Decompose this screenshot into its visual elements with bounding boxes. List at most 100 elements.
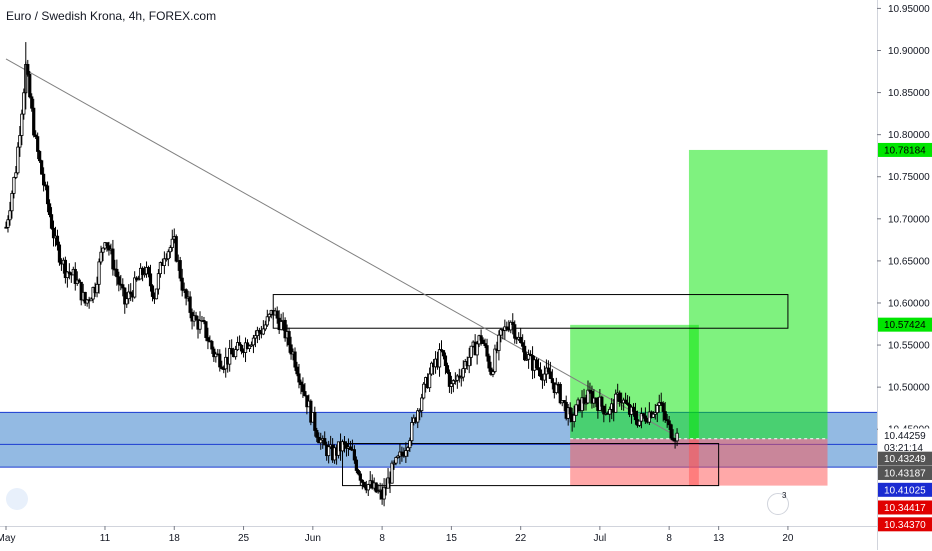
- candle-body: [162, 258, 166, 266]
- candle-body: [91, 287, 95, 300]
- candle-body: [457, 375, 461, 378]
- candle-body: [437, 349, 442, 368]
- candle-body: [534, 359, 539, 369]
- candle-body: [97, 261, 101, 285]
- price-tick-label: 10.50000: [888, 383, 930, 394]
- candle-body: [251, 337, 256, 346]
- candle-body: [283, 319, 287, 339]
- candle-body: [594, 397, 598, 404]
- candle-body: [117, 276, 121, 285]
- candle-body: [483, 343, 487, 347]
- candle-body: [257, 329, 261, 333]
- price-tick-label: 10.90000: [888, 46, 930, 57]
- candle-body: [129, 291, 133, 295]
- candle-body: [625, 402, 630, 405]
- candle-body: [562, 400, 566, 403]
- candle-body: [661, 403, 665, 412]
- candle-body: [657, 402, 661, 406]
- candle-body: [588, 389, 592, 392]
- candle-body: [168, 247, 172, 253]
- candle-body: [406, 447, 410, 451]
- candle-body: [572, 414, 576, 423]
- candle-body: [459, 376, 463, 379]
- candle-body: [497, 334, 501, 351]
- candle-body: [633, 410, 638, 421]
- candle-body: [410, 422, 414, 442]
- candle-body: [528, 354, 533, 356]
- candle-body: [582, 397, 586, 404]
- price-tag: [878, 482, 932, 497]
- candle-body: [295, 366, 299, 375]
- candle-body: [247, 345, 252, 350]
- candle-body: [665, 419, 669, 422]
- price-tick-label: 10.80000: [888, 130, 930, 141]
- candle-body: [509, 321, 513, 331]
- candle-body: [198, 320, 202, 330]
- price-tick-label: 10.70000: [888, 214, 930, 225]
- candle-body: [22, 92, 26, 115]
- candle-body: [170, 238, 174, 248]
- candle-body: [396, 455, 400, 458]
- candle-body: [83, 291, 87, 304]
- candle-body: [374, 482, 378, 493]
- time-tick-label: 11: [100, 533, 111, 544]
- candle-body: [30, 96, 34, 109]
- candle-body: [511, 321, 515, 326]
- candle-body: [267, 313, 271, 318]
- candle-body: [218, 353, 222, 368]
- candle-body: [237, 342, 242, 346]
- candle-body: [55, 235, 60, 246]
- price-tag: [878, 428, 932, 443]
- price-tag: [878, 500, 932, 515]
- price-tag-label: 10.34370: [884, 520, 926, 531]
- candle-body: [441, 350, 446, 357]
- candle-body: [362, 482, 366, 488]
- price-tag: [878, 142, 932, 157]
- candle-body: [265, 316, 269, 326]
- candle-body: [194, 315, 198, 321]
- candle-body: [67, 271, 71, 274]
- time-axis[interactable]: [0, 526, 877, 551]
- candle-body: [420, 397, 424, 412]
- candle-body: [348, 446, 353, 451]
- candle-body: [667, 420, 671, 426]
- candle-body: [584, 402, 588, 405]
- price-tick-label: 10.65000: [888, 256, 930, 267]
- price-tag: [878, 517, 932, 532]
- candle-body: [236, 342, 240, 350]
- price-tag: [878, 440, 932, 455]
- candle-body: [299, 381, 303, 386]
- candle-body: [600, 396, 604, 407]
- candle-body: [12, 177, 16, 194]
- candle-body: [542, 373, 547, 381]
- candle-body: [469, 345, 473, 358]
- candle-body: [14, 172, 18, 178]
- candle-body: [525, 358, 529, 361]
- candle-body: [344, 443, 349, 449]
- candle-body: [228, 348, 232, 365]
- alert-icon[interactable]: [767, 493, 789, 515]
- candle-body: [449, 383, 453, 387]
- candle-body: [212, 348, 216, 358]
- candle-body: [651, 413, 655, 418]
- candle-body: [358, 473, 362, 481]
- candle-body: [313, 412, 317, 431]
- candle-body: [546, 367, 550, 373]
- candle-body: [6, 219, 10, 228]
- candle-body: [34, 134, 38, 138]
- time-tick-label: 22: [515, 533, 527, 544]
- candle-body: [158, 262, 163, 275]
- candle-body: [45, 185, 50, 205]
- price-tag: [878, 451, 932, 466]
- candle-body: [16, 146, 20, 174]
- candle-body: [527, 354, 531, 360]
- price-tag-label: 10.57424: [884, 320, 926, 331]
- candle-body: [63, 259, 67, 279]
- candle-body: [360, 479, 364, 483]
- candle-body: [77, 279, 81, 283]
- candle-body: [137, 278, 141, 281]
- candle-body: [95, 283, 99, 294]
- tradingview-logo-icon[interactable]: [6, 488, 28, 510]
- candle-body: [184, 289, 188, 299]
